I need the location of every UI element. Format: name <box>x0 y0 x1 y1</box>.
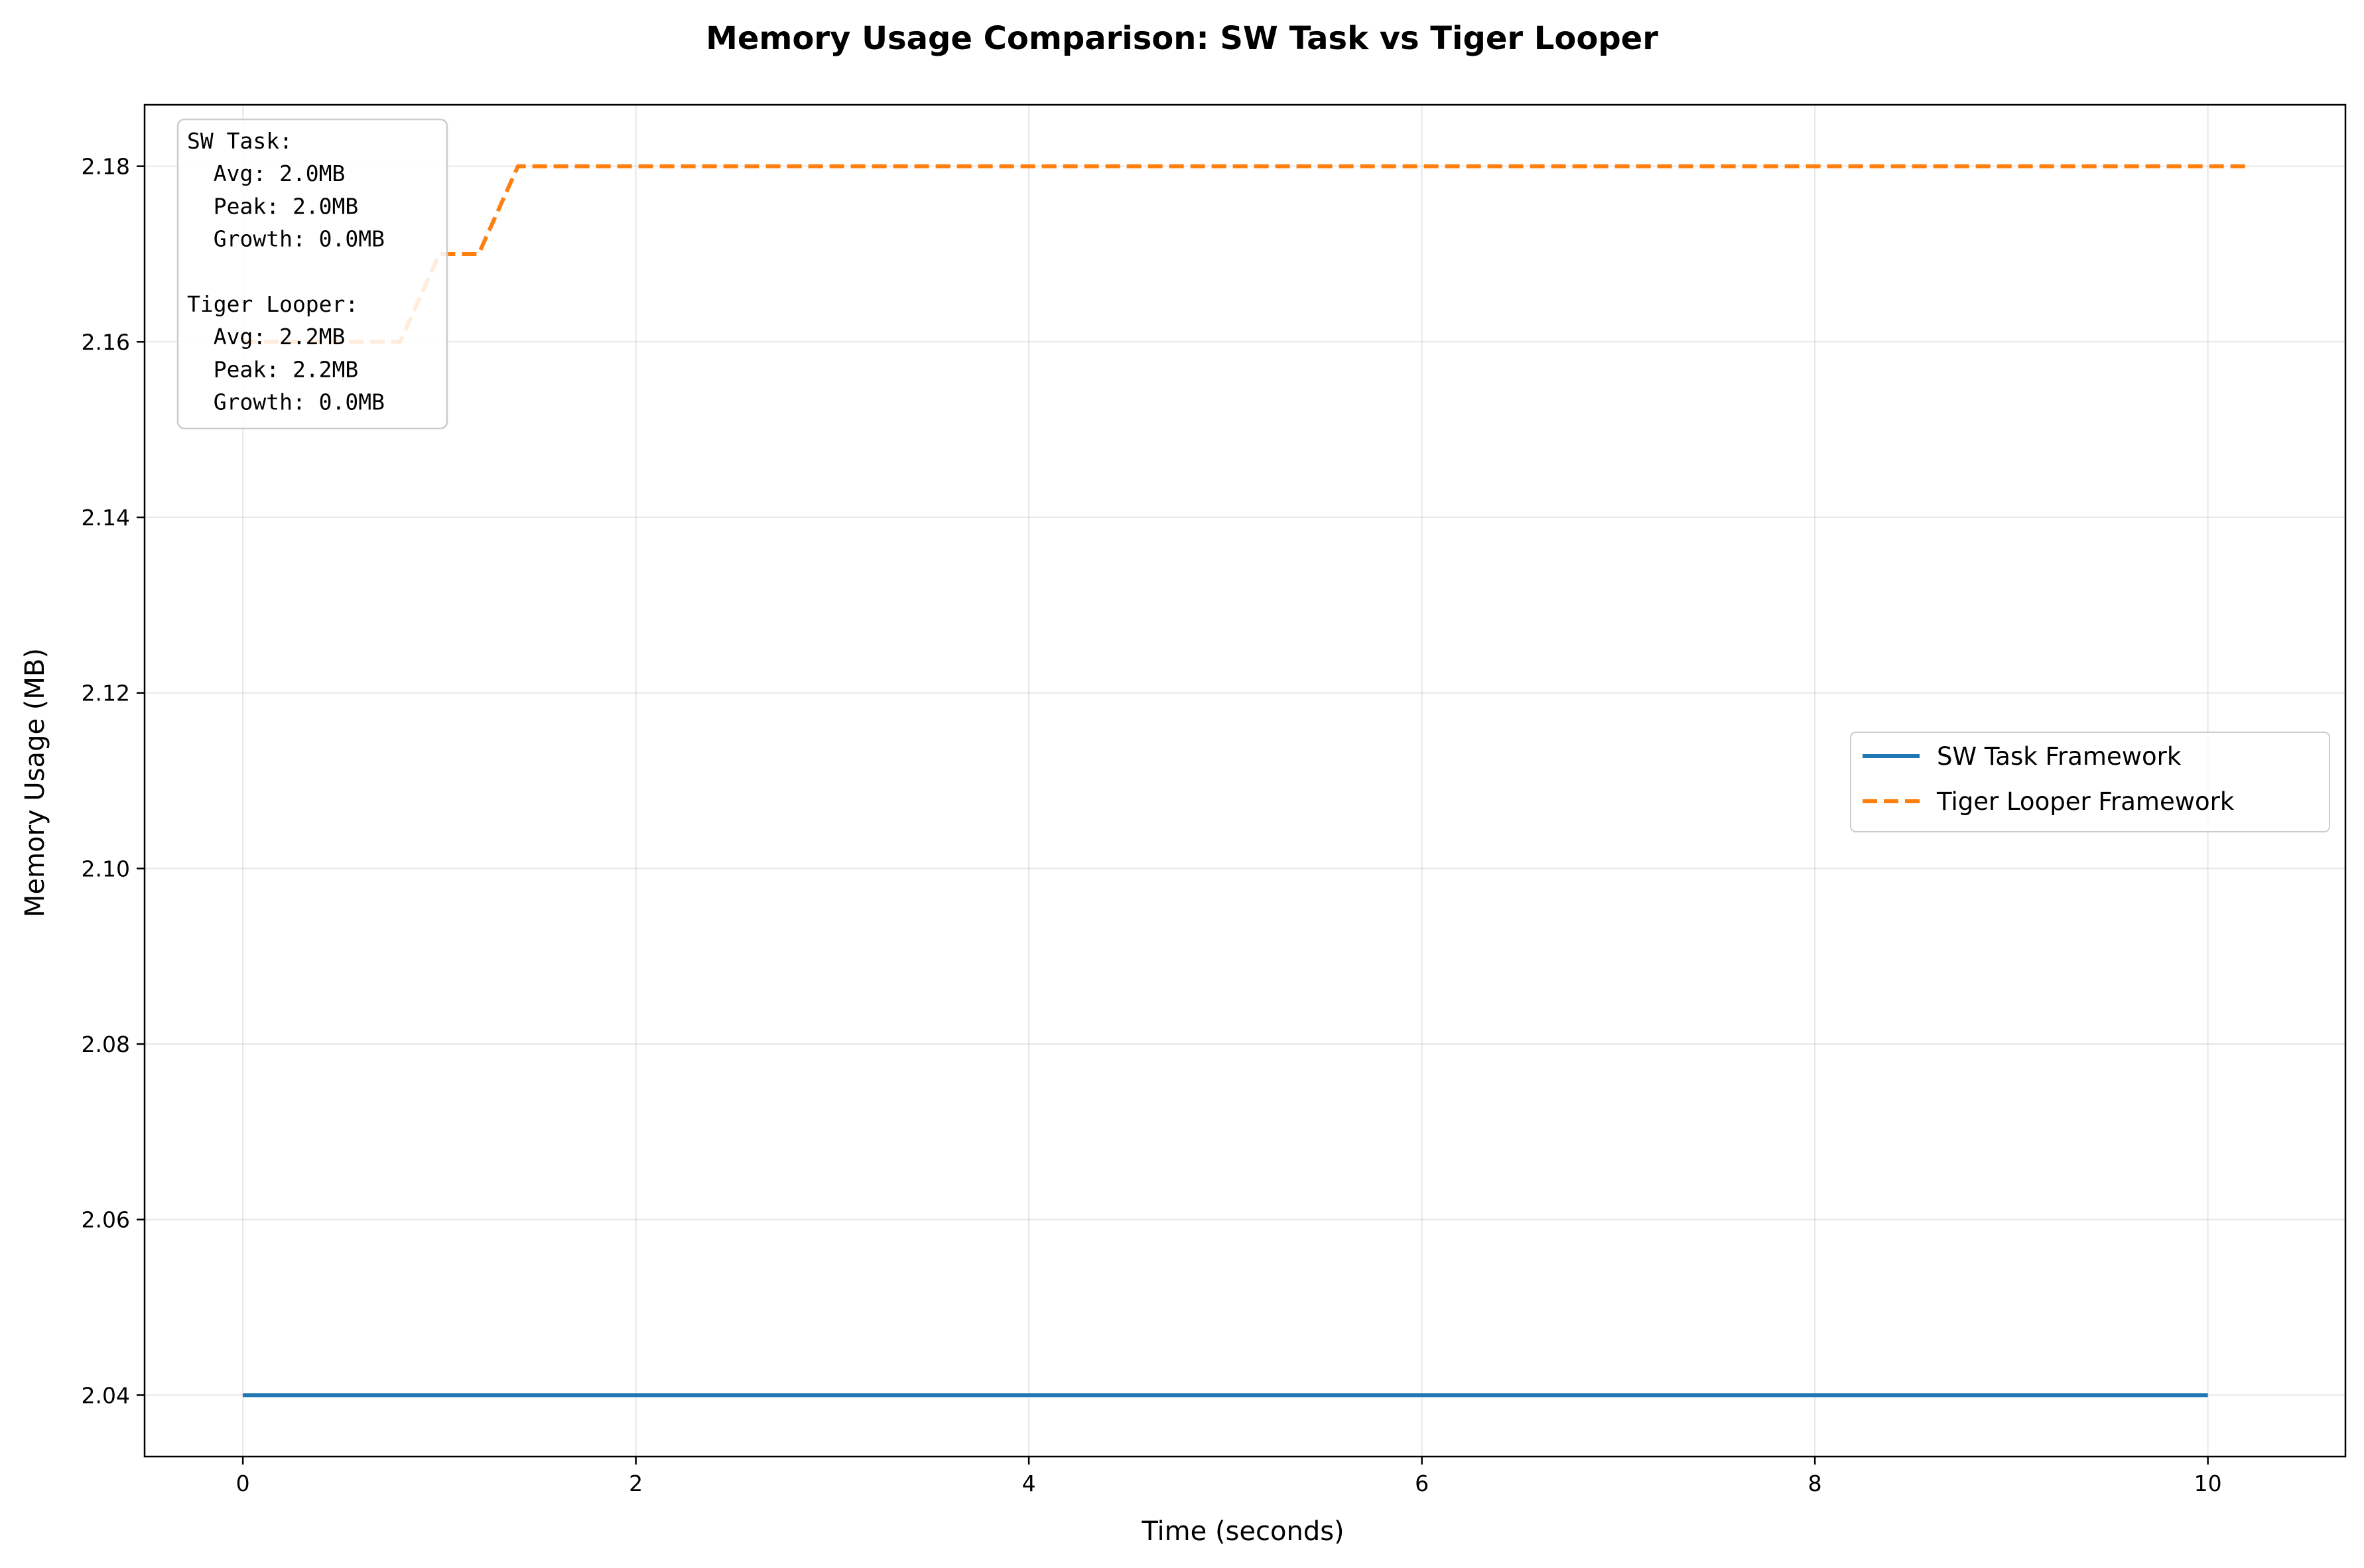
stats-line: SW Task: <box>187 128 293 154</box>
stats-line: Avg: 2.0MB <box>187 161 345 186</box>
x-tick-label: 10 <box>2194 1470 2222 1496</box>
x-tick-label: 6 <box>1415 1470 1429 1496</box>
x-tick-label: 8 <box>1808 1470 1822 1496</box>
legend-frame <box>1850 732 2330 832</box>
y-tick-label: 2.12 <box>82 681 130 706</box>
y-tick-label: 2.10 <box>82 856 130 882</box>
y-tick-label: 2.14 <box>82 505 130 531</box>
chart-title: Memory Usage Comparison: SW Task vs Tige… <box>706 20 1658 57</box>
stats-box-frame <box>176 118 448 430</box>
stats-annotation-box: SW Task: Avg: 2.0MB Peak: 2.0MB Growth: … <box>176 118 448 430</box>
x-axis-label: Time (seconds) <box>1141 1516 1344 1547</box>
legend: SW Task Framework Tiger Looper Framework <box>1850 732 2330 832</box>
y-tick-label: 2.18 <box>82 154 130 180</box>
stats-line: Peak: 2.0MB <box>187 193 358 219</box>
y-tick-label: 2.04 <box>82 1382 130 1408</box>
legend-label: Tiger Looper Framework <box>1936 787 2235 816</box>
stats-line: Peak: 2.2MB <box>187 356 358 382</box>
y-tick-label: 2.06 <box>82 1207 130 1233</box>
y-axis-label: Memory Usage (MB) <box>20 648 50 917</box>
x-tick-label: 0 <box>236 1470 250 1496</box>
legend-label: SW Task Framework <box>1937 742 2182 771</box>
y-tick-label: 2.08 <box>82 1031 130 1057</box>
stats-line: Tiger Looper: <box>187 291 358 317</box>
x-tick-label: 4 <box>1022 1470 1036 1496</box>
stats-line: Avg: 2.2MB <box>187 324 345 350</box>
stats-line: Growth: 0.0MB <box>187 389 385 415</box>
y-axis: 2.04 2.06 2.08 2.10 2.12 2.14 2.16 2.18 <box>82 154 145 1408</box>
x-axis: 0 2 4 6 8 10 <box>236 1457 2222 1496</box>
plot-area-frame <box>143 103 2347 1458</box>
stats-line: Growth: 0.0MB <box>187 226 385 252</box>
y-tick-label: 2.16 <box>82 329 130 355</box>
x-tick-label: 2 <box>629 1470 643 1496</box>
